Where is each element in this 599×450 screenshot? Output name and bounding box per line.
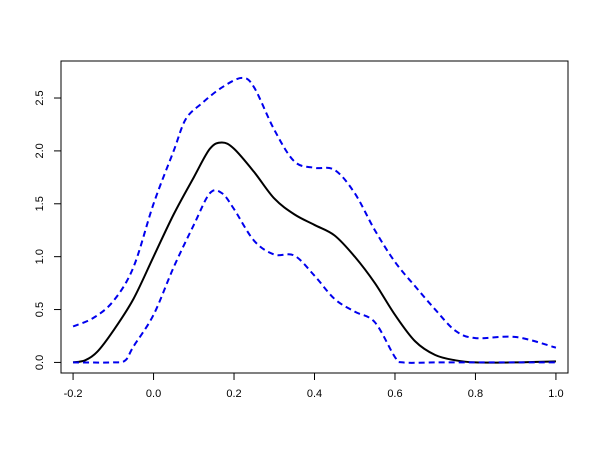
y-axis: 0.0 0.5 1.0 1.5 2.0 2.5 (34, 90, 62, 370)
lower-band-line (73, 189, 556, 364)
x-tick-label: 0.2 (226, 388, 241, 400)
y-tick-label: 2.5 (34, 90, 46, 105)
y-tick-label: 0.0 (34, 355, 46, 370)
y-tick-label: 2.0 (34, 143, 46, 158)
x-tick-label: 1.0 (548, 388, 563, 400)
x-tick-label: 0.8 (468, 388, 483, 400)
density-estimate-line (72, 141, 556, 364)
series-layer (72, 76, 557, 364)
y-tick-label: 1.0 (34, 249, 46, 264)
y-tick-label: 0.5 (34, 302, 46, 317)
x-tick-label: 0.4 (307, 388, 322, 400)
y-tick-label: 1.5 (34, 196, 46, 211)
x-axis: -0.2 0.0 0.2 0.4 0.6 0.8 1.0 (64, 372, 564, 400)
x-tick-label: 0.6 (387, 388, 402, 400)
x-tick-label: -0.2 (64, 388, 83, 400)
x-tick-label: 0.0 (146, 388, 161, 400)
upper-band-line (72, 76, 557, 349)
plot-frame (60, 60, 569, 374)
